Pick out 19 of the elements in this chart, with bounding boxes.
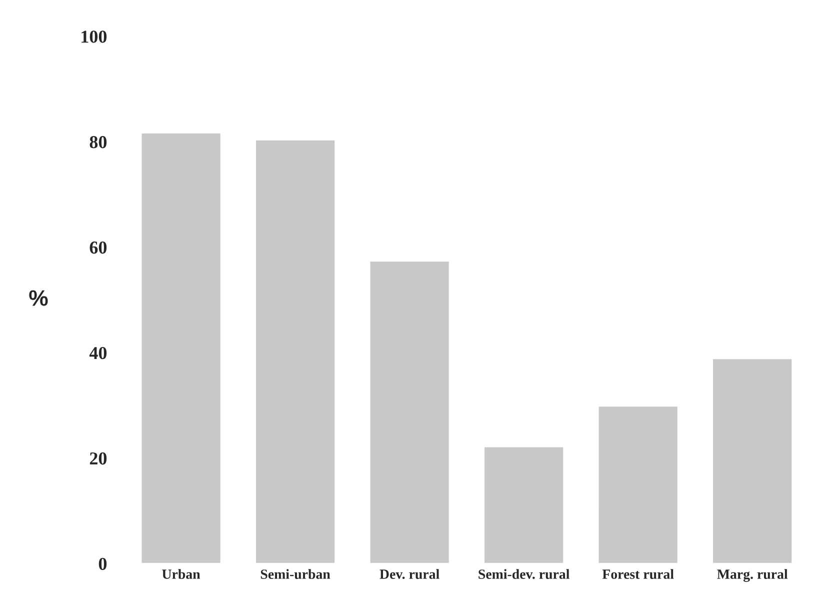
x-tick-label: Forest rural [602,569,674,579]
x-tick-label: Urban [162,569,200,579]
x-tick-label: Semi-dev. rural [478,569,570,579]
y-tick-label: 60 [90,242,107,254]
y-tick-label: 40 [89,346,107,360]
y-tick-label: 100 [82,30,107,43]
x-tick-label: Dev. rural [380,569,440,579]
bar [597,405,679,564]
y-tick-label: 20 [90,452,107,465]
y-tick-label: 80 [90,136,107,148]
bar [712,358,794,564]
bar [483,446,565,564]
y-tick-label: 0 [98,558,107,570]
bar [368,260,450,564]
y-axis-title: % [29,290,48,306]
x-tick-label: Marg. rural [717,569,788,582]
x-tick-label: Semi-urban [260,569,330,579]
bar [254,139,336,564]
bar [140,132,222,564]
